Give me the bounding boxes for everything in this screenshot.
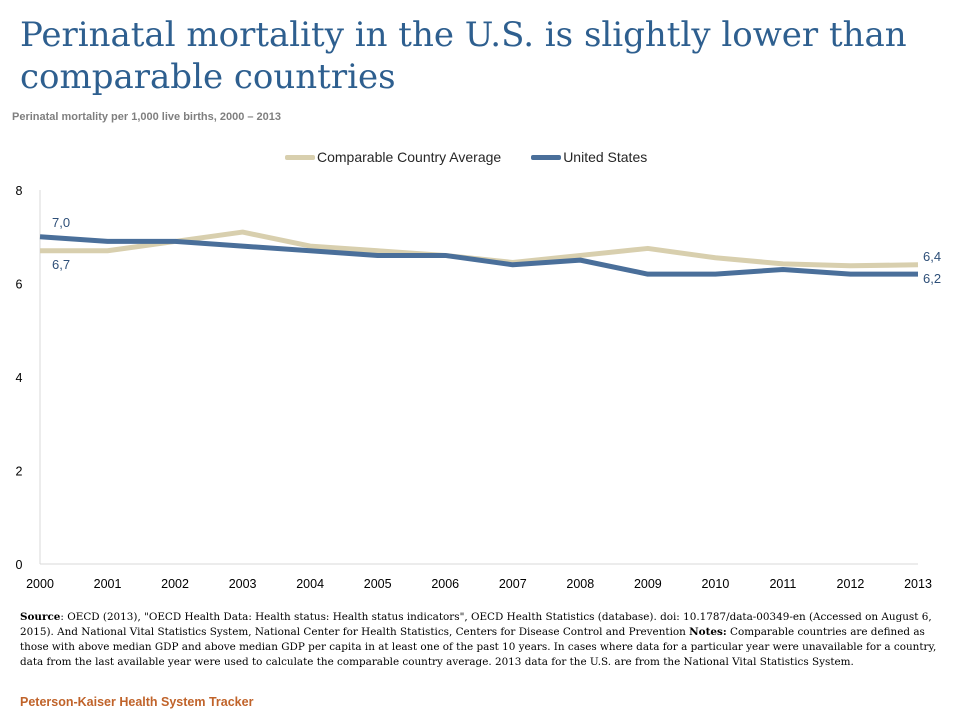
x-tick-label: 2010 [701, 577, 729, 591]
line-chart: 0 2 4 6 8 2000 2001 2002 2003 2004 2005 2006 2007 200… [16, 184, 942, 591]
source-note: Source: OECD (2013), "OECD Health Data: … [20, 610, 945, 670]
x-tick-label: 2004 [296, 577, 324, 591]
footer-credit: Peterson-Kaiser Health System Tracker [20, 695, 254, 709]
data-label: 6,2 [923, 271, 941, 286]
data-label: 6,4 [923, 249, 941, 264]
x-tick-label: 2007 [499, 577, 527, 591]
x-tick-label: 2000 [26, 577, 54, 591]
notes-label: Notes: [689, 626, 727, 638]
y-tick-label: 4 [16, 371, 23, 385]
y-tick-label: 2 [16, 465, 23, 479]
chart-legend: Comparable Country Average United States [285, 147, 677, 167]
x-tick-label: 2008 [566, 577, 594, 591]
x-tick-label: 2012 [837, 577, 865, 591]
chart-subtitle: Perinatal mortality per 1,000 live birth… [12, 111, 282, 123]
y-tick-label: 6 [16, 278, 23, 292]
x-tick-label: 2003 [229, 577, 257, 591]
chart-title: Perinatal mortality in the U.S. is sligh… [20, 15, 907, 97]
y-tick-label: 0 [16, 558, 23, 572]
x-tick-label: 2005 [364, 577, 392, 591]
data-label: 7,0 [52, 215, 70, 230]
x-tick-label: 2009 [634, 577, 662, 591]
notes-text: Comparable countries are defined as thos… [20, 626, 937, 668]
x-tick-label: 2002 [161, 577, 189, 591]
series-line-1 [39, 234, 918, 277]
source-label: Source [20, 611, 61, 623]
legend-item-comparable: Comparable Country Average [285, 149, 501, 165]
legend-swatch-comparable [285, 154, 315, 160]
x-tick-label: 2006 [431, 577, 459, 591]
y-tick-label: 8 [16, 184, 23, 198]
x-tick-label: 2013 [904, 577, 932, 591]
legend-label-us: United States [563, 149, 648, 165]
legend-item-us: United States [531, 149, 647, 165]
legend-swatch-us [531, 154, 562, 160]
legend-label-comparable: Comparable Country Average [317, 149, 502, 165]
source-text: : OECD (2013), "OECD Health Data: Health… [20, 611, 932, 638]
x-tick-label: 2011 [769, 577, 796, 591]
data-label: 6,7 [52, 257, 70, 272]
x-tick-label: 2001 [94, 577, 122, 591]
